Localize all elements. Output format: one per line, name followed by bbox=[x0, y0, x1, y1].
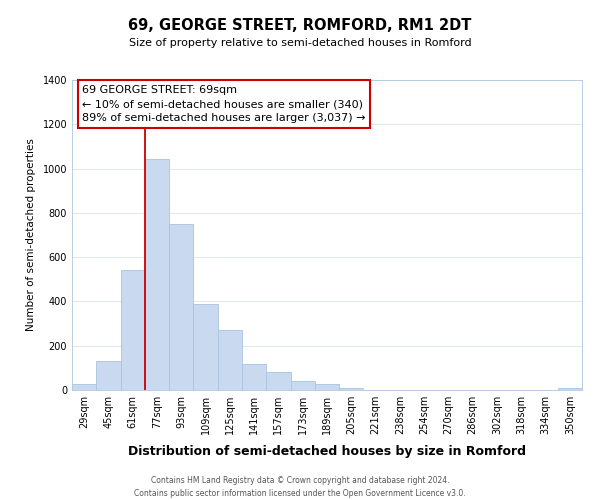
Bar bbox=[121, 270, 145, 390]
Bar bbox=[169, 224, 193, 390]
Bar bbox=[339, 388, 364, 390]
Bar bbox=[266, 372, 290, 390]
Bar bbox=[218, 330, 242, 390]
Bar bbox=[145, 158, 169, 390]
Bar bbox=[290, 380, 315, 390]
Bar bbox=[315, 384, 339, 390]
Bar bbox=[242, 364, 266, 390]
Text: Size of property relative to semi-detached houses in Romford: Size of property relative to semi-detach… bbox=[128, 38, 472, 48]
Bar bbox=[72, 384, 96, 390]
X-axis label: Distribution of semi-detached houses by size in Romford: Distribution of semi-detached houses by … bbox=[128, 446, 526, 458]
Text: Contains HM Land Registry data © Crown copyright and database right 2024.
Contai: Contains HM Land Registry data © Crown c… bbox=[134, 476, 466, 498]
Bar bbox=[96, 361, 121, 390]
Y-axis label: Number of semi-detached properties: Number of semi-detached properties bbox=[26, 138, 35, 332]
Bar bbox=[193, 304, 218, 390]
Bar bbox=[558, 388, 582, 390]
Text: 69, GEORGE STREET, ROMFORD, RM1 2DT: 69, GEORGE STREET, ROMFORD, RM1 2DT bbox=[128, 18, 472, 32]
Text: 69 GEORGE STREET: 69sqm
← 10% of semi-detached houses are smaller (340)
89% of s: 69 GEORGE STREET: 69sqm ← 10% of semi-de… bbox=[82, 84, 366, 124]
